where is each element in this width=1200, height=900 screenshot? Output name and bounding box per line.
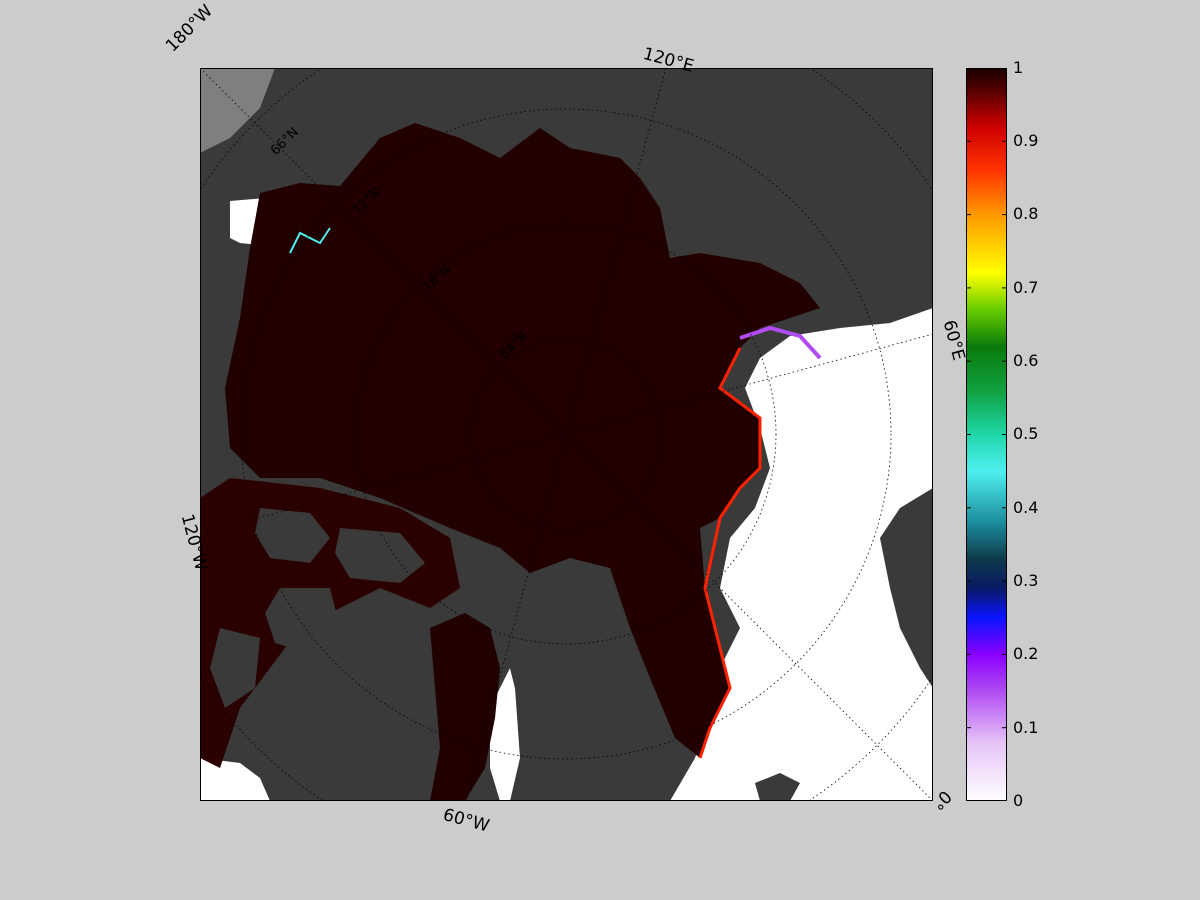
sea-ice-baffin bbox=[430, 613, 500, 801]
sea-ice-pack bbox=[225, 123, 820, 758]
land-scandinavia bbox=[880, 488, 933, 688]
land-archipelago-island-1 bbox=[255, 508, 330, 563]
land-archipelago-island-2 bbox=[335, 528, 425, 583]
graticule bbox=[200, 68, 933, 801]
colorbar bbox=[966, 68, 1007, 801]
colorbar-tick-0.8: 0.8 bbox=[1013, 204, 1039, 223]
colorbar-tick-0.6: 0.6 bbox=[1013, 351, 1039, 370]
meridian-180-0 bbox=[200, 68, 933, 801]
colorbar-tick-0.9: 0.9 bbox=[1013, 131, 1039, 150]
lon-label-180w: 180°W bbox=[162, 1, 217, 57]
colorbar-fill bbox=[966, 68, 1007, 801]
ice-edge-bering bbox=[289, 227, 331, 254]
colorbar-tick-0.3: 0.3 bbox=[1013, 571, 1039, 590]
colorbar-tick-0.1: 0.1 bbox=[1013, 718, 1039, 737]
open-water-atlantic bbox=[670, 308, 933, 801]
land-baffin-island bbox=[300, 638, 430, 801]
land-iceland bbox=[755, 773, 800, 801]
colorbar-tickmarks bbox=[966, 68, 1007, 801]
lon-label-60w: 60°W bbox=[440, 805, 492, 837]
ice-edge-atlantic bbox=[698, 347, 762, 759]
colorbar-tick-0: 0 bbox=[1013, 791, 1024, 810]
land-light-region bbox=[200, 68, 275, 153]
lat-circle-72n bbox=[240, 108, 892, 760]
map-frame bbox=[200, 68, 933, 801]
land-archipelago-island-4 bbox=[210, 628, 260, 708]
colorbar-tick-0.2: 0.2 bbox=[1013, 644, 1039, 663]
colorbar-tick-0.7: 0.7 bbox=[1013, 278, 1039, 297]
lon-label-60e: 60°E bbox=[938, 318, 969, 363]
ice-edge-barents bbox=[739, 325, 822, 360]
open-water-hudson bbox=[200, 758, 270, 801]
lat-circle-78n bbox=[355, 223, 777, 645]
map-border bbox=[200, 68, 933, 801]
colorbar-tick-1: 1 bbox=[1013, 58, 1024, 77]
meridian-120e-60w bbox=[465, 68, 667, 801]
meridian-60e-120w bbox=[200, 333, 933, 535]
land-archipelago-island-3 bbox=[265, 588, 340, 653]
colorbar-tick-0.5: 0.5 bbox=[1013, 424, 1039, 443]
colorbar-tick-0.4: 0.4 bbox=[1013, 498, 1039, 517]
lat-circle-84n bbox=[470, 338, 662, 530]
